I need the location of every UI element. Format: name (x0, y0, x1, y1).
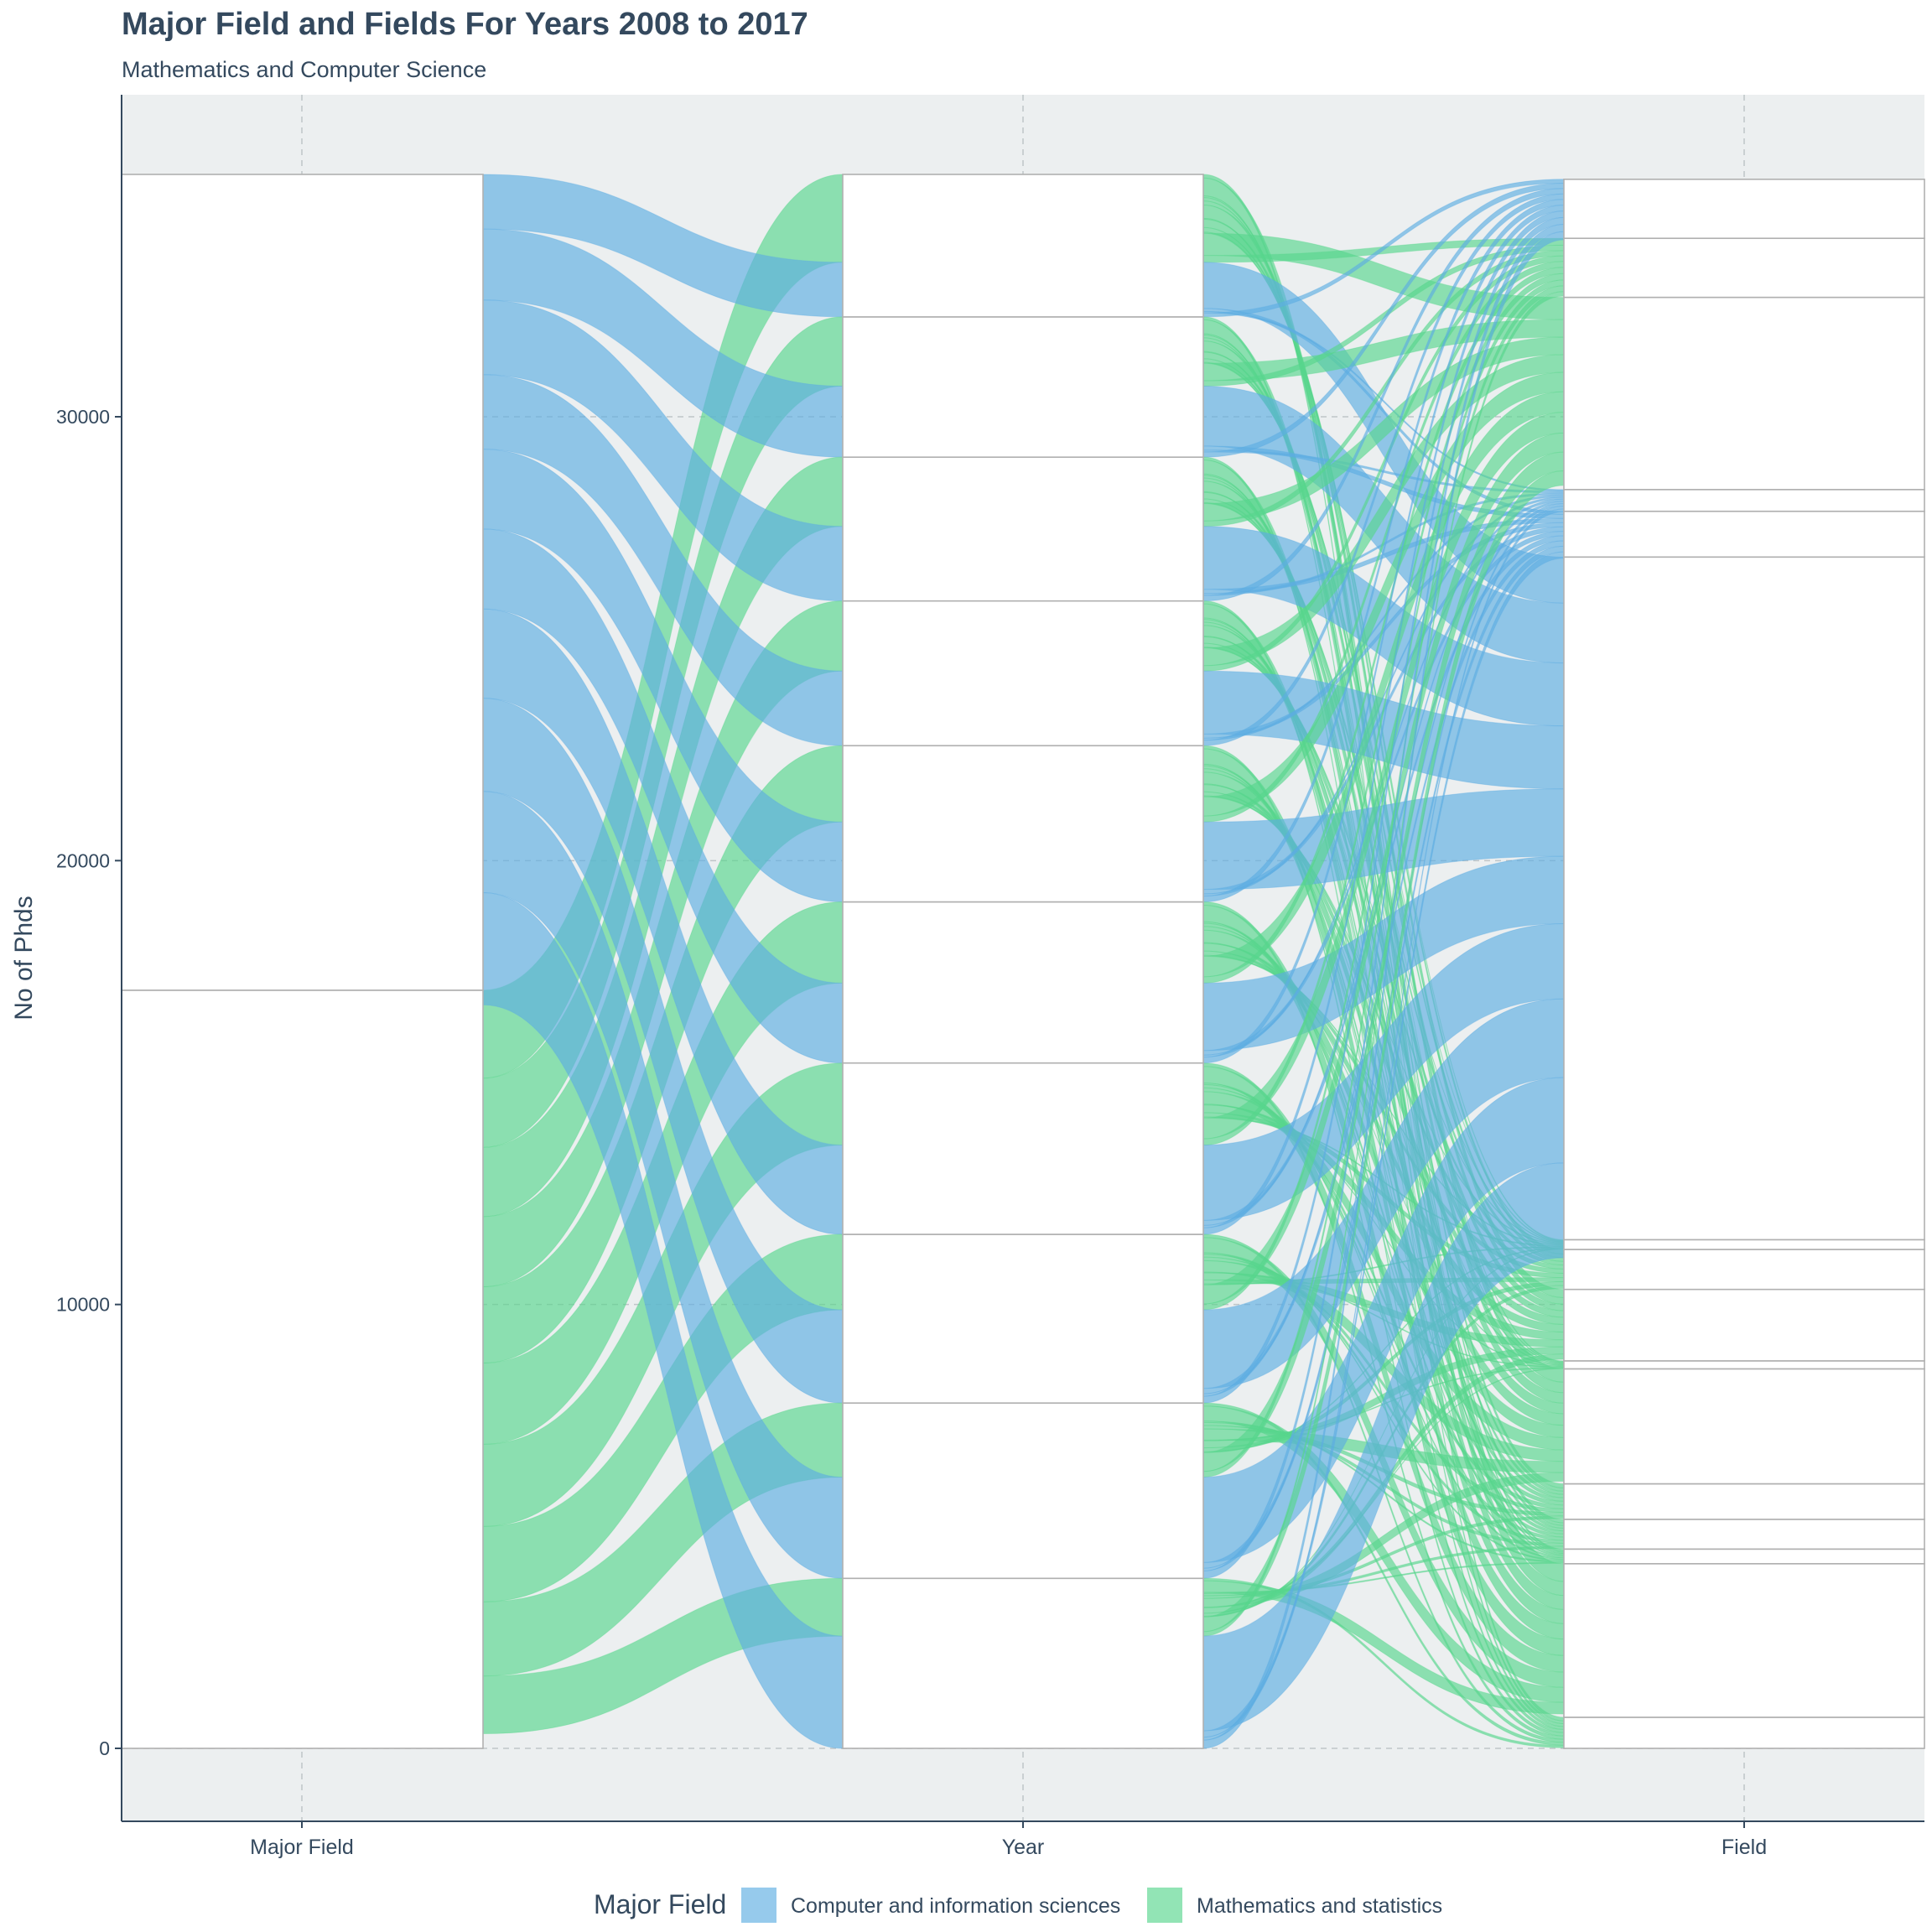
stratum-field (1563, 1360, 1925, 1370)
stratum-field (1563, 1519, 1925, 1550)
stratum-field (1563, 179, 1925, 240)
stratum-field (1563, 1368, 1925, 1485)
chart-subtitle: Mathematics and Computer Science (122, 57, 487, 82)
stratum-year (842, 1233, 1204, 1404)
legend-title: Major Field (594, 1889, 726, 1919)
stratum-field (1563, 489, 1925, 512)
legend-label: Mathematics and statistics (1197, 1894, 1442, 1918)
x-tick-label: Major Field (250, 1836, 354, 1859)
stratum-year (842, 1577, 1204, 1749)
stratum-field (1563, 510, 1925, 558)
x-tick-label: Field (1722, 1836, 1767, 1859)
stratum-field (1563, 556, 1925, 1241)
stratum-field (1563, 1562, 1925, 1718)
stratum-field (1563, 1239, 1925, 1250)
stratum-field (1563, 296, 1925, 491)
stratum-major-field (121, 989, 484, 1749)
y-tick-label: 10000 (56, 1294, 110, 1316)
y-tick-label: 0 (99, 1737, 110, 1759)
stratum-field (1563, 237, 1925, 299)
stratum-year (842, 1402, 1204, 1580)
stratum-field (1563, 1288, 1925, 1362)
stratum-year (842, 901, 1204, 1064)
stratum-year (842, 174, 1204, 318)
stratum-year (842, 456, 1204, 602)
stratum-field (1563, 1249, 1925, 1291)
x-tick-label: Year (1002, 1836, 1045, 1859)
stratum-field (1563, 1716, 1925, 1749)
stratum-year (842, 1062, 1204, 1235)
stratum-field (1563, 1548, 1925, 1565)
legend-label: Computer and information sciences (791, 1894, 1120, 1918)
legend-key-math (1147, 1888, 1182, 1923)
stratum-year (842, 316, 1204, 458)
y-axis-title: No of Phds (10, 896, 38, 1020)
y-tick-label: 30000 (56, 406, 110, 428)
stratum-major-field (121, 174, 484, 991)
chart-title: Major Field and Fields For Years 2008 to… (122, 7, 808, 42)
stratum-field (1563, 1483, 1925, 1520)
stratum-year (842, 745, 1204, 903)
legend-key-cs (741, 1888, 776, 1923)
stratum-year (842, 600, 1204, 747)
y-tick-label: 20000 (56, 849, 110, 871)
